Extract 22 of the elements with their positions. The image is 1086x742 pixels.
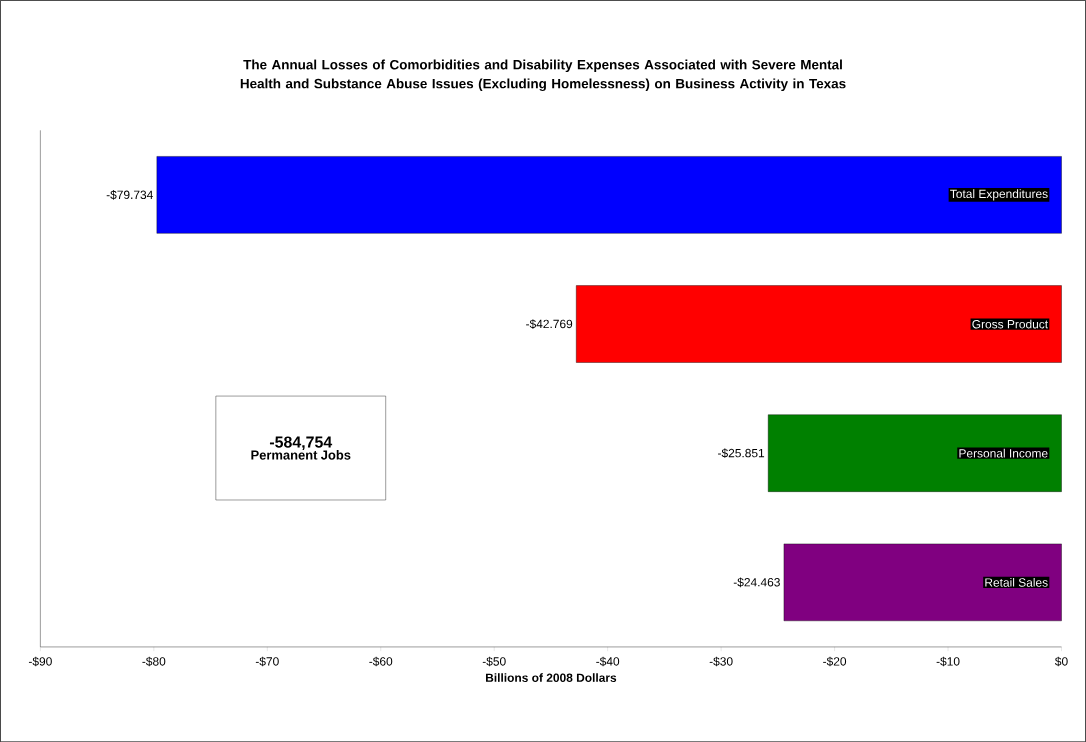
annotation: Permanent Jobs (251, 449, 351, 460)
x-tick-label: -$60 (369, 656, 393, 667)
y-tick-label: Gross Product (972, 319, 1049, 329)
x-tick-label: -$90 (28, 656, 52, 667)
chart-title: The Annual Losses of Comorbidities and Disability Expenses Associated with Severe Mental Health and Substance Abuse Issues (Excluding Homelessness) on Business Activity in Texas (240, 59, 846, 91)
x-tick-label: -$40 (596, 656, 620, 667)
x-tick-label: -$50 (482, 656, 506, 667)
x-tick-label: -$20 (823, 656, 847, 667)
y-tick-label: Retail Sales (985, 577, 1048, 587)
annotation: -584,754 (269, 436, 333, 450)
x-tick-label: -$10 (936, 656, 960, 667)
x-tick-label: -$70 (255, 656, 279, 667)
data-label: -$79.734 (106, 189, 153, 200)
data-label: -$42.769 (526, 319, 573, 329)
data-label: -$25.851 (718, 448, 765, 458)
x-tick-label: -$80 (142, 656, 166, 667)
x-axis-title: Billions of 2008 Dollars (486, 673, 617, 682)
y-tick-label: Total Expenditures (950, 189, 1048, 201)
data-label: -$24.463 (733, 577, 780, 588)
x-tick-label: $0 (1054, 656, 1068, 667)
x-tick-label: -$30 (709, 656, 733, 667)
y-tick-label: Personal Income (959, 448, 1048, 458)
